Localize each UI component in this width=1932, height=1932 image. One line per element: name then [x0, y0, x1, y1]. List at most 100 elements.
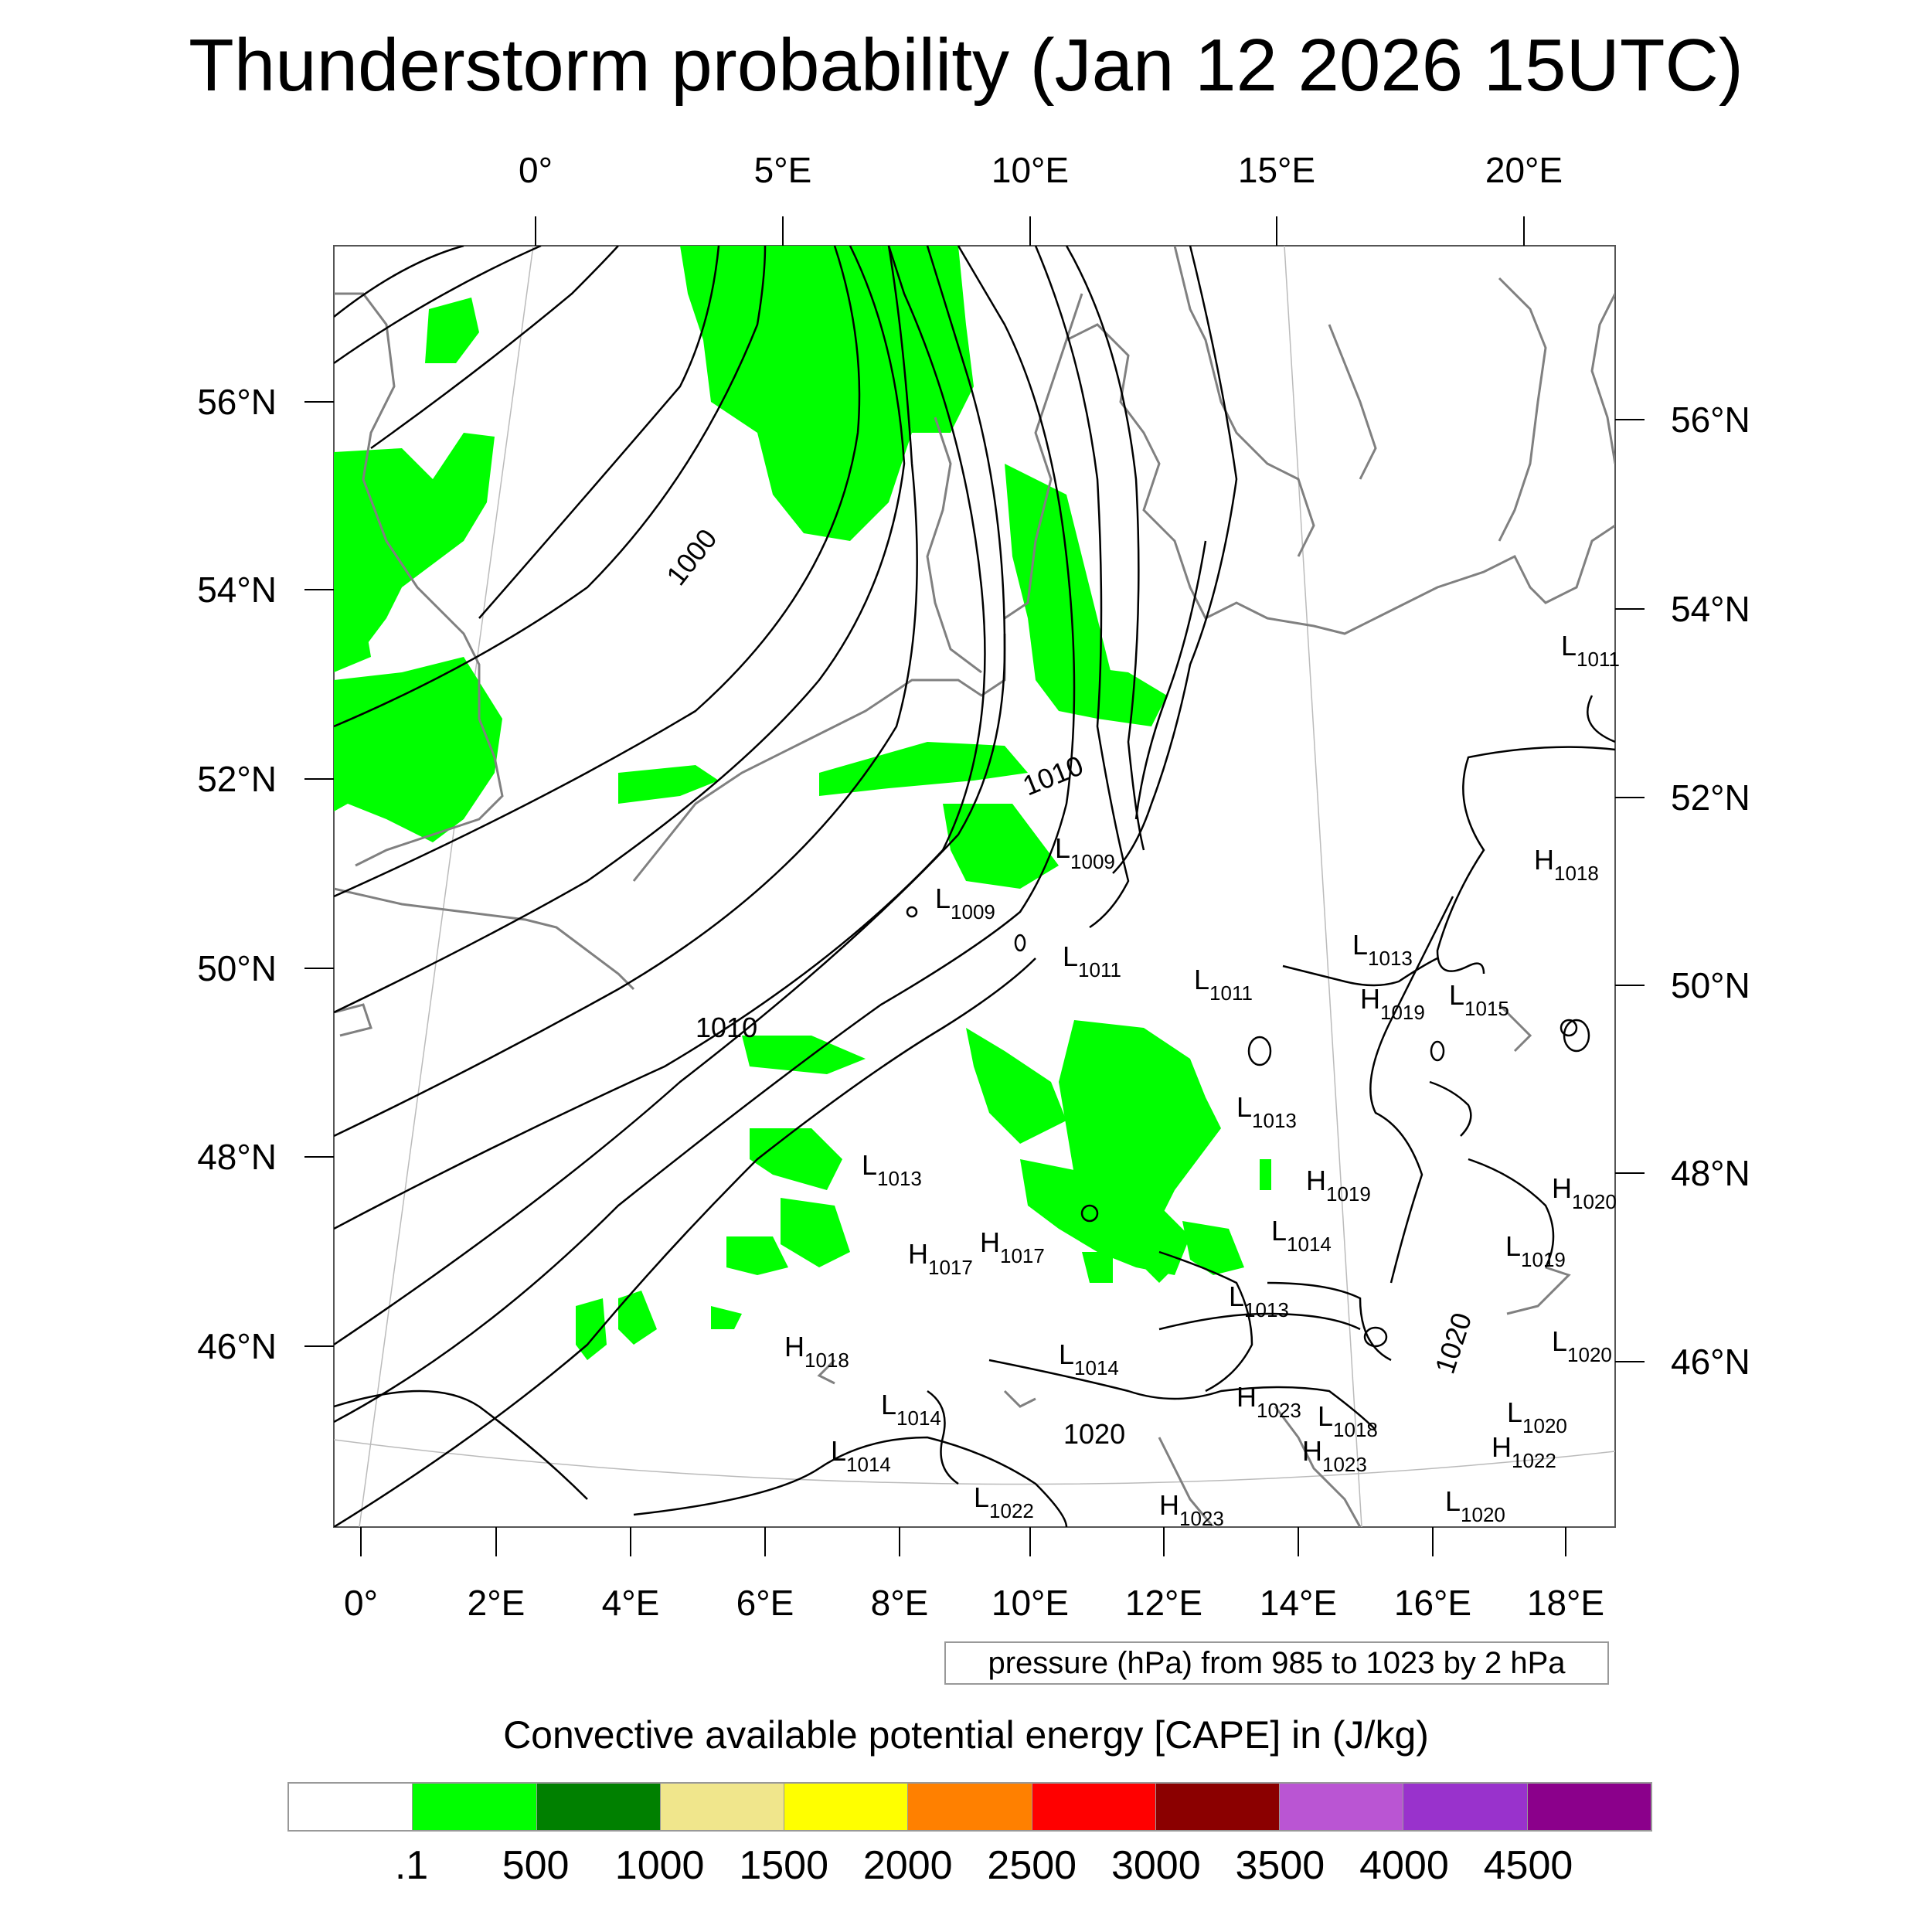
map-frame — [333, 245, 1616, 1528]
right-lat-label: 54°N — [1671, 589, 1750, 629]
low-pressure-center: L1011 — [1063, 940, 1121, 981]
high-pressure-center: H1017 — [908, 1238, 973, 1279]
low-pressure-center: L1011 — [1194, 964, 1253, 1005]
coastlines — [334, 246, 1615, 1527]
low-pressure-center: L1009 — [935, 883, 995, 923]
colorbar-tick-label: 1500 — [739, 1843, 829, 1888]
right-ticks — [1615, 419, 1645, 1362]
colorbar-tick-label: 4000 — [1359, 1843, 1449, 1888]
high-pressure-center: H1018 — [784, 1331, 849, 1372]
colorbar-swatch — [412, 1784, 536, 1830]
top-ticks — [535, 216, 1525, 246]
bottom-lon-label: 16°E — [1394, 1583, 1471, 1623]
low-pressure-center: L1020 — [1445, 1485, 1505, 1526]
high-pressure-center: H1023 — [1236, 1381, 1301, 1422]
right-lat-label: 52°N — [1671, 777, 1750, 818]
high-pressure-center: H1023 — [1159, 1489, 1224, 1530]
low-pressure-center: L1014 — [1271, 1215, 1332, 1256]
low-pressure-center: L1018 — [1318, 1400, 1378, 1441]
colorbar-tick-label: 4500 — [1483, 1843, 1573, 1888]
top-lon-label: 10°E — [992, 150, 1069, 190]
colorbar-swatch — [1403, 1784, 1527, 1830]
colorbar-tick-labels: .1 500 1000 1500 2000 2500 3000 3500 4000 4500 — [0, 1842, 1932, 1896]
graticule — [334, 246, 1615, 1527]
low-pressure-center: L1014 — [831, 1435, 891, 1476]
right-lat-label: 46°N — [1671, 1342, 1750, 1382]
low-pressure-center: L1009 — [1055, 832, 1115, 873]
high-pressure-center: H1023 — [1302, 1435, 1367, 1476]
colorbar-tick-label: 500 — [502, 1843, 570, 1888]
high-pressure-center: H1017 — [980, 1226, 1045, 1267]
colorbar-tick-label: 3500 — [1235, 1843, 1325, 1888]
high-pressure-center: H1020 — [1552, 1172, 1617, 1213]
isobars — [334, 246, 1615, 1527]
left-lat-labels: 56°N 54°N 52°N 50°N 48°N 46°N — [197, 382, 277, 1366]
small-isobar-cells — [906, 906, 1590, 1348]
colorbar-swatch — [1526, 1784, 1651, 1830]
top-lon-label: 15°E — [1238, 150, 1315, 190]
bottom-lon-label: 10°E — [992, 1583, 1069, 1623]
colorbar-tick-label: 2000 — [862, 1843, 953, 1888]
bottom-lon-label: 4°E — [602, 1583, 660, 1623]
colorbar — [287, 1782, 1652, 1832]
top-lon-label: 0° — [519, 150, 553, 190]
isobar-label: 1010 — [696, 1012, 757, 1043]
top-lon-labels: 0° 5°E 10°E 15°E 20°E — [519, 150, 1563, 190]
right-lat-label: 48°N — [1671, 1153, 1750, 1193]
bottom-lon-label: 12°E — [1125, 1583, 1202, 1623]
left-lat-label: 56°N — [197, 382, 277, 422]
colorbar-swatch — [907, 1784, 1032, 1830]
left-lat-label: 50°N — [197, 948, 277, 988]
isobar-label: 1020 — [1063, 1418, 1125, 1450]
bottom-lon-label: 14°E — [1260, 1583, 1337, 1623]
low-pressure-center: L1014 — [1059, 1338, 1119, 1379]
right-lat-labels: 56°N 54°N 52°N 50°N 48°N 46°N — [1671, 400, 1750, 1382]
low-pressure-center: L1022 — [974, 1481, 1034, 1522]
high-pressure-center: H1019 — [1306, 1165, 1371, 1206]
left-lat-label: 54°N — [197, 570, 277, 610]
colorbar-title: Convective available potential energy [C… — [503, 1713, 1429, 1757]
colorbar-swatch — [1155, 1784, 1280, 1830]
bottom-lon-labels: 0° 2°E 4°E 6°E 8°E 10°E 12°E 14°E 16°E 1… — [344, 1583, 1604, 1623]
low-pressure-center: L1020 — [1507, 1396, 1567, 1437]
chart-title: Thunderstorm probability (Jan 12 2026 15… — [189, 24, 1743, 107]
colorbar-tick-label: 1000 — [614, 1843, 705, 1888]
low-pressure-center: L1019 — [1505, 1230, 1566, 1271]
top-lon-label: 5°E — [754, 150, 812, 190]
low-pressure-center: L1015 — [1449, 979, 1509, 1020]
low-pressure-center: L1013 — [862, 1149, 922, 1190]
colorbar-swatch — [1031, 1784, 1155, 1830]
colorbar-swatch — [536, 1784, 660, 1830]
colorbar-swatch — [784, 1784, 908, 1830]
bottom-lon-label: 0° — [344, 1583, 378, 1623]
right-lat-label: 56°N — [1671, 400, 1750, 440]
colorbar-swatch — [289, 1784, 413, 1830]
left-lat-label: 48°N — [197, 1137, 277, 1177]
low-pressure-center: L1013 — [1229, 1281, 1289, 1321]
colorbar-swatch — [659, 1784, 784, 1830]
right-lat-label: 50°N — [1671, 965, 1750, 1005]
bottom-lon-label: 8°E — [871, 1583, 929, 1623]
colorbar-tick-label: 3000 — [1111, 1843, 1201, 1888]
high-pressure-center: H1018 — [1534, 844, 1599, 885]
top-lon-label: 20°E — [1485, 150, 1563, 190]
low-pressure-center: L1013 — [1352, 929, 1413, 970]
contour-info-box: pressure (hPa) from 985 to 1023 by 2 hPa — [944, 1641, 1609, 1685]
bottom-ticks — [360, 1527, 1566, 1556]
colorbar-swatch — [1279, 1784, 1403, 1830]
low-pressure-center: L1011 — [1561, 630, 1620, 671]
left-lat-label: 46°N — [197, 1326, 277, 1366]
cape-fill-regions — [334, 246, 1271, 1360]
left-ticks — [304, 401, 334, 1347]
high-pressure-center: H1022 — [1492, 1431, 1556, 1472]
bottom-lon-label: 2°E — [468, 1583, 526, 1623]
low-pressure-center: L1020 — [1552, 1325, 1612, 1366]
bottom-lon-label: 6°E — [736, 1583, 794, 1623]
low-pressure-center: L1013 — [1236, 1091, 1297, 1132]
colorbar-tick-label: .1 — [394, 1843, 429, 1888]
left-lat-label: 52°N — [197, 759, 277, 799]
colorbar-tick-label: 2500 — [987, 1843, 1077, 1888]
low-pressure-center: L1014 — [881, 1389, 941, 1430]
